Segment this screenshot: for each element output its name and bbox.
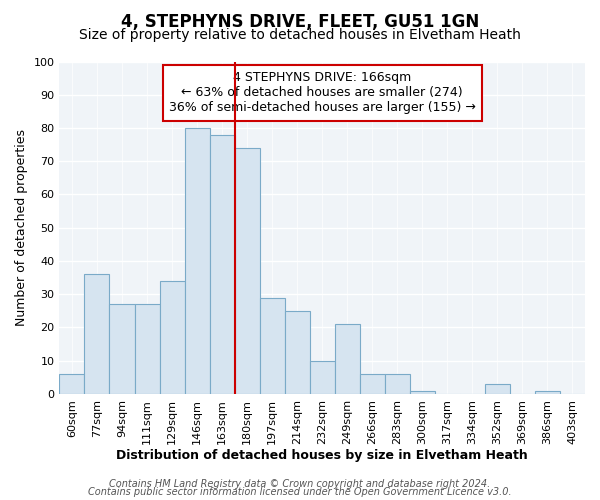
Text: Contains public sector information licensed under the Open Government Licence v3: Contains public sector information licen… <box>88 487 512 497</box>
Text: Contains HM Land Registry data © Crown copyright and database right 2024.: Contains HM Land Registry data © Crown c… <box>109 479 491 489</box>
Bar <box>385 374 410 394</box>
Bar <box>134 304 160 394</box>
Bar <box>335 324 360 394</box>
Bar <box>485 384 510 394</box>
Bar <box>410 390 435 394</box>
Bar <box>360 374 385 394</box>
Text: 4 STEPHYNS DRIVE: 166sqm
← 63% of detached houses are smaller (274)
36% of semi-: 4 STEPHYNS DRIVE: 166sqm ← 63% of detach… <box>169 72 476 114</box>
Bar <box>235 148 260 394</box>
Bar <box>535 390 560 394</box>
Bar <box>109 304 134 394</box>
Y-axis label: Number of detached properties: Number of detached properties <box>15 129 28 326</box>
Bar <box>209 134 235 394</box>
Text: Size of property relative to detached houses in Elvetham Heath: Size of property relative to detached ho… <box>79 28 521 42</box>
Bar <box>185 128 209 394</box>
Bar <box>59 374 85 394</box>
Bar <box>284 311 310 394</box>
Text: 4, STEPHYNS DRIVE, FLEET, GU51 1GN: 4, STEPHYNS DRIVE, FLEET, GU51 1GN <box>121 12 479 30</box>
X-axis label: Distribution of detached houses by size in Elvetham Heath: Distribution of detached houses by size … <box>116 450 528 462</box>
Bar <box>310 360 335 394</box>
Bar <box>160 281 185 394</box>
Bar <box>85 274 109 394</box>
Bar <box>260 298 284 394</box>
